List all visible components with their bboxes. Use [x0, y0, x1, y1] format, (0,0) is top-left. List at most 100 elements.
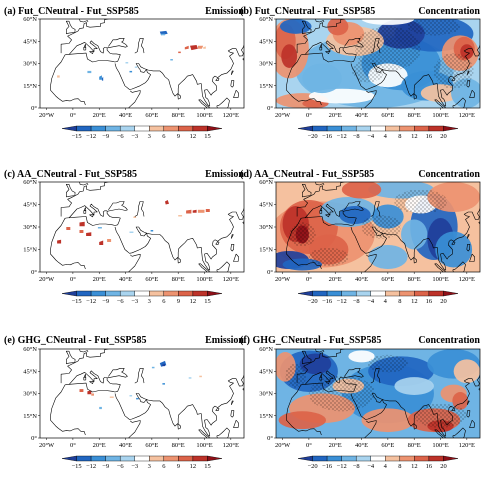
colorbar-label: −20 [307, 463, 317, 470]
colorbar-swatch [370, 455, 386, 462]
emission-patch [203, 46, 206, 49]
significance-stippling [289, 222, 316, 247]
colorbar-label: 12 [411, 463, 418, 470]
colorbar-swatch [119, 125, 135, 132]
map-panel-d: (d) AA_CNeutral - Fut_SSP585 Concentratio… [240, 169, 480, 305]
significance-stippling [433, 53, 474, 89]
emission-patch [178, 51, 181, 54]
emission-patch [190, 45, 198, 51]
lat-tick-label: 45°N [259, 202, 273, 209]
coastline [108, 37, 128, 47]
significance-stippling [414, 403, 467, 428]
lon-tick-label: 60°E [145, 442, 158, 449]
anomaly-blob [361, 408, 415, 433]
panel-title: (c) AA_CNeutral - Fut_SSP585 [4, 169, 137, 180]
emission-patch [165, 200, 169, 205]
lat-tick-label: 15°N [23, 413, 37, 420]
coastline [83, 373, 87, 378]
coastline [451, 77, 456, 81]
lat-tick-label: 30°N [23, 224, 37, 231]
emission-patch [178, 215, 183, 217]
coastline [304, 203, 344, 219]
colorbar-swatch [192, 125, 208, 132]
lon-tick-label: 60°E [381, 276, 394, 283]
colorbar-swatch [312, 455, 328, 462]
colorbar-swatch [355, 125, 371, 132]
coastline [177, 257, 181, 264]
colorbar-swatch [178, 455, 194, 462]
coastline [413, 257, 417, 264]
lat-tick-label: 0° [31, 435, 37, 442]
colorbar-label: 3 [148, 298, 151, 305]
colorbar-label: −3 [131, 463, 138, 470]
coastline [89, 214, 94, 218]
coastline [469, 420, 476, 428]
colorbar-label: −3 [131, 298, 138, 305]
coastline [301, 350, 312, 365]
lat-tick-label: 0° [31, 269, 37, 276]
colorbar-label: −12 [337, 133, 347, 140]
emission-patch [151, 366, 155, 369]
colorbar-swatch [105, 290, 121, 297]
colorbar-swatch [61, 290, 77, 297]
emission-patch [197, 209, 205, 213]
colorbar-label: −4 [367, 298, 375, 305]
colorbar-swatch [297, 125, 313, 132]
anomaly-blob [348, 350, 375, 363]
colorbar-swatch [443, 290, 459, 297]
map-frame [39, 181, 245, 273]
coastline [230, 244, 235, 252]
emission-patch [79, 389, 84, 392]
coastline [128, 254, 141, 272]
lon-tick-label: 20°W [39, 276, 55, 283]
lon-tick-label: 0° [70, 442, 76, 449]
colorbar-swatch [134, 290, 150, 297]
coastline [215, 77, 220, 81]
panel-title: (d) AA_CNeutral - Fut_SSP585 [240, 169, 374, 180]
lon-tick-label: 20°W [39, 112, 55, 119]
colorbar-swatch [61, 125, 77, 132]
lon-tick-label: 120°E [459, 276, 475, 283]
colorbar-label: −4 [367, 133, 375, 140]
colorbar-label: −20 [307, 133, 317, 140]
colorbar-label: −9 [102, 463, 109, 470]
emission-patch [57, 75, 60, 78]
emission-patch [134, 66, 138, 68]
coastline [128, 90, 141, 108]
panel-field-label: Concentration [418, 335, 480, 346]
coastline [466, 244, 471, 252]
anomaly-blob [420, 84, 461, 103]
map-panel-e: (e) GHG_CNeutral - Fut_SSP585 Emission60°… [4, 335, 244, 470]
emission-patch [133, 216, 137, 218]
lon-tick-label: 100°E [432, 442, 448, 449]
colorbar-label: 20 [440, 463, 447, 470]
anomaly-blob [435, 231, 473, 268]
colorbar-label: 20 [440, 298, 447, 305]
colorbar-swatch [76, 455, 92, 462]
coastline [50, 375, 128, 416]
emission-patch [86, 232, 92, 236]
colorbar-swatch [399, 455, 415, 462]
coastline [114, 44, 244, 107]
anomaly-blob [278, 411, 327, 430]
coastline [198, 99, 211, 108]
colorbar-swatch [414, 455, 430, 462]
colorbar-label: 8 [398, 463, 401, 470]
lon-tick-label: 60°E [145, 276, 158, 283]
lon-tick-label: 20°E [329, 112, 342, 119]
lat-tick-label: 15°N [259, 247, 273, 254]
colorbar-swatch [399, 125, 415, 132]
coastline [50, 208, 128, 250]
coastline [344, 367, 364, 377]
colorbar-label: 15 [204, 463, 211, 470]
coastline [177, 423, 181, 430]
lon-tick-label: 0° [306, 276, 312, 283]
lat-tick-label: 0° [267, 105, 273, 112]
coastline [315, 19, 325, 23]
lon-tick-label: 100°E [196, 112, 212, 119]
colorbar-swatch [163, 455, 179, 462]
colorbar-label: −12 [86, 298, 96, 305]
colorbar-emission: −15 −12 −9 −6 −3 3 6 9 12 15 [61, 125, 223, 140]
coastline [83, 207, 87, 211]
coastline [319, 210, 323, 214]
